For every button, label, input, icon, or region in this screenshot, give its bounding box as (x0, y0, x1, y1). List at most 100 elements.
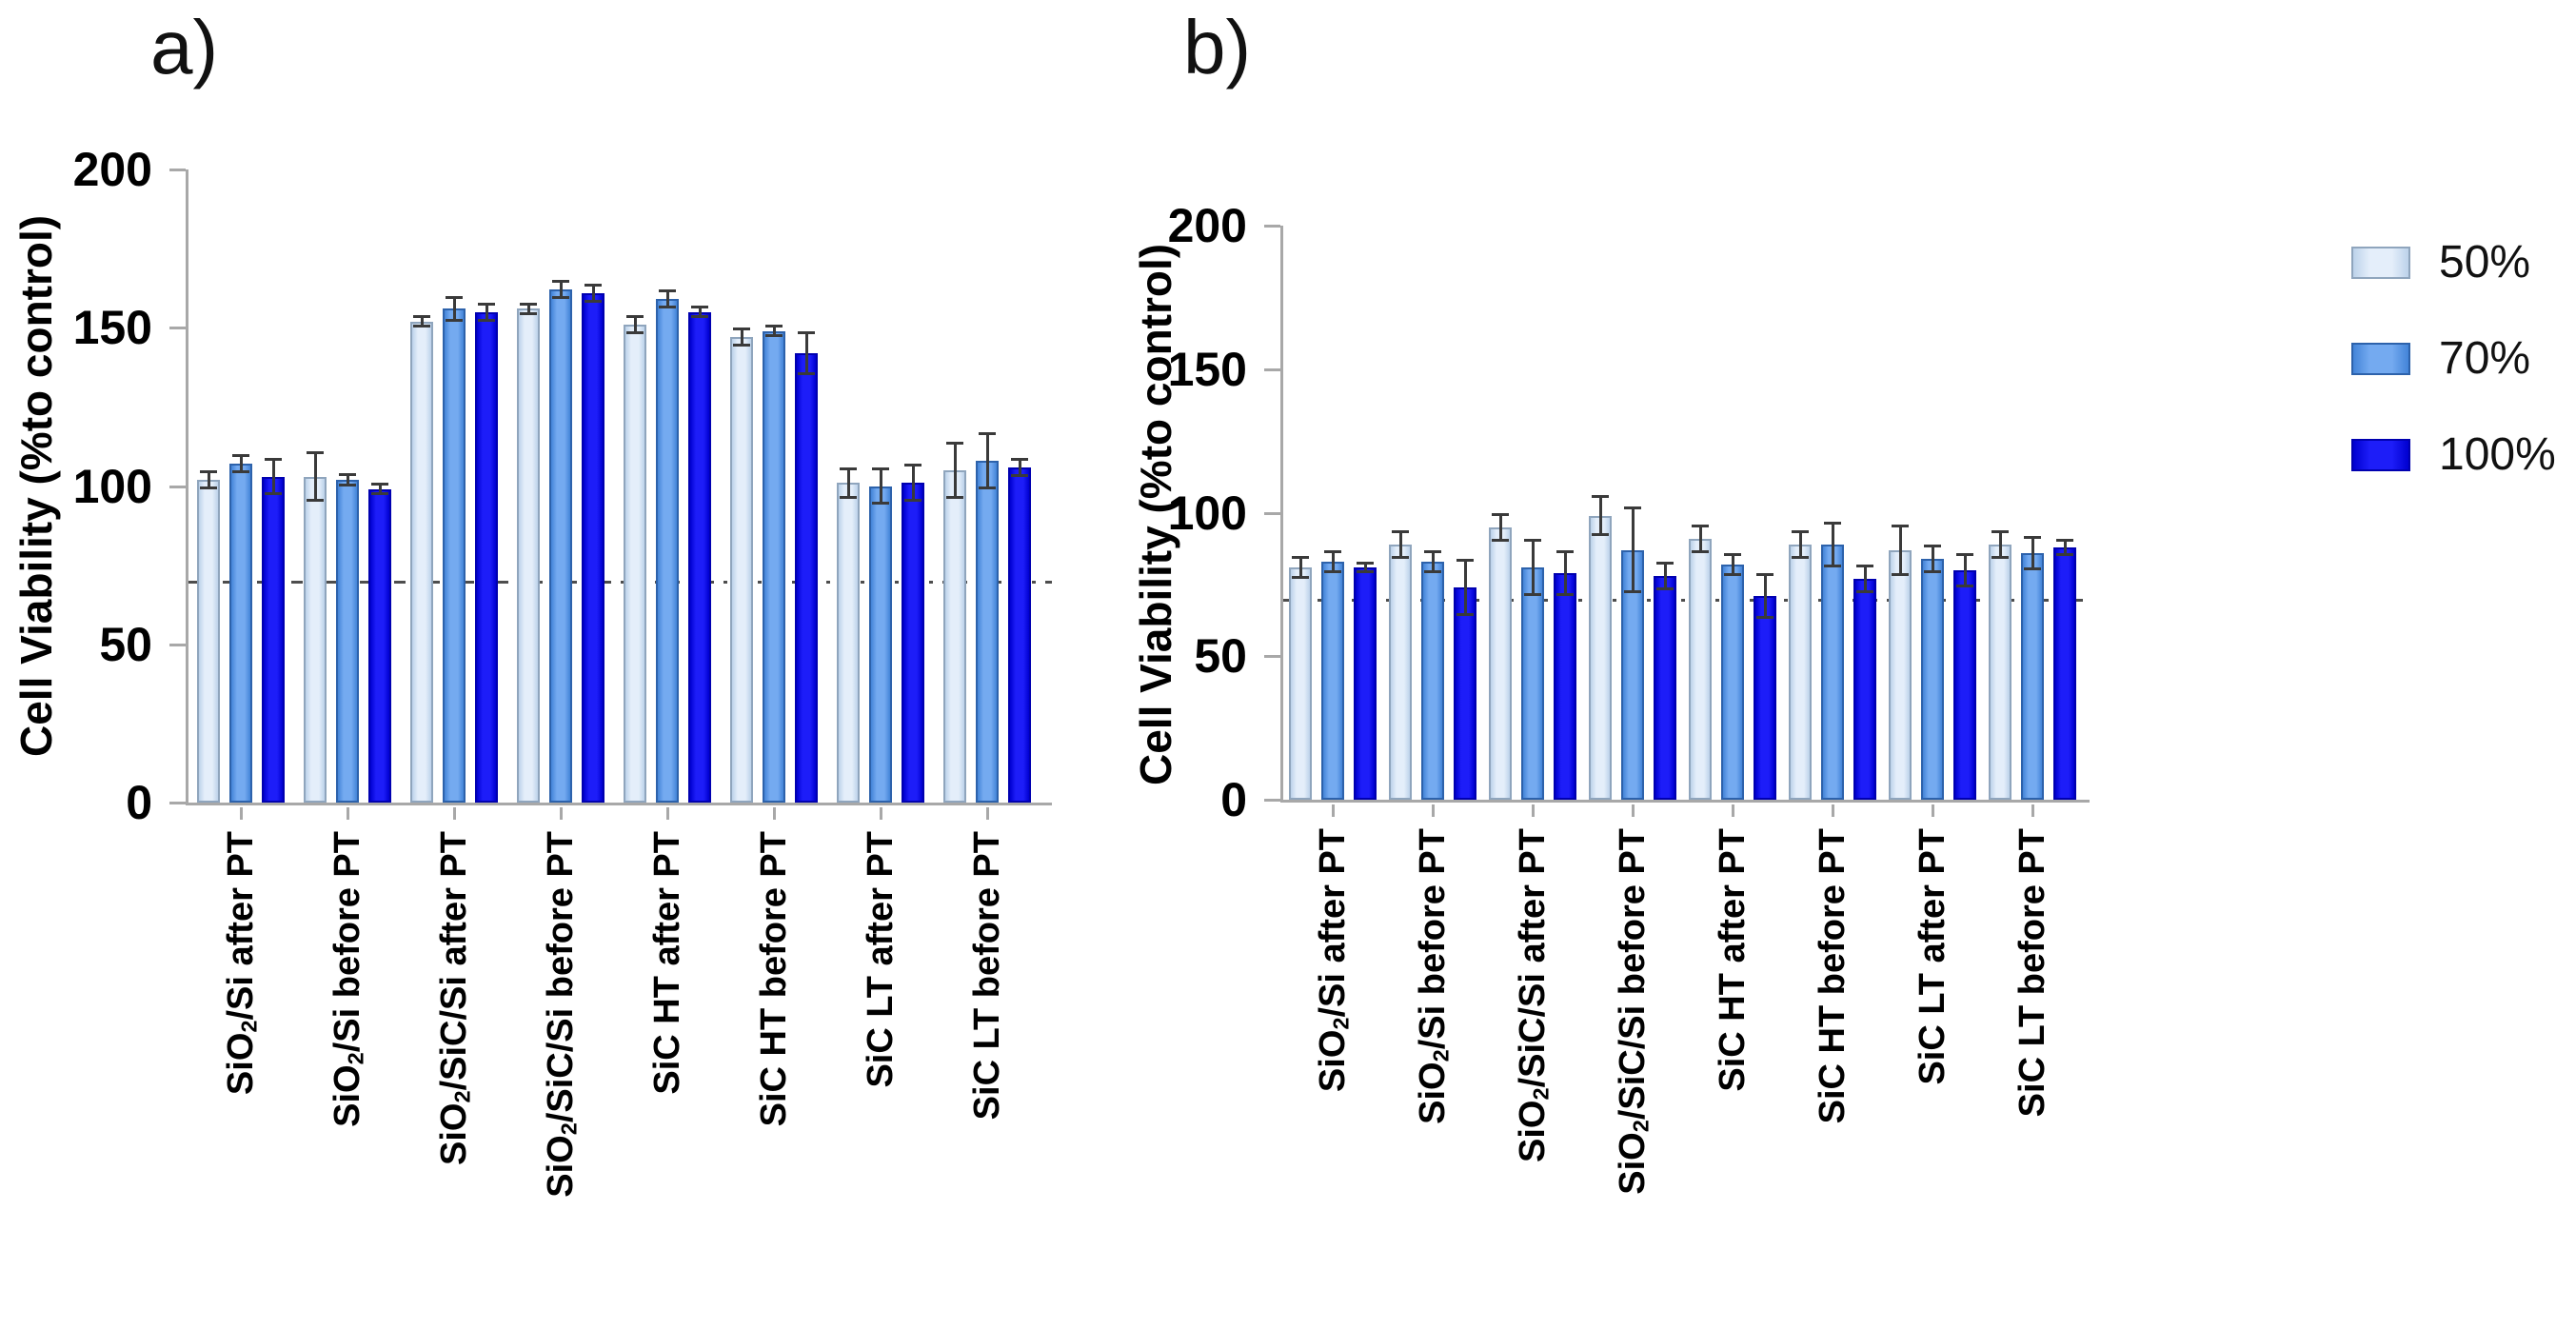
bar (1721, 564, 1744, 800)
x-category-label: SiO2/SiC/Si after PT (434, 831, 475, 1165)
error-bar-cap (552, 280, 569, 284)
y-tick-label: 150 (72, 301, 152, 355)
error-bar-line (1364, 561, 1367, 573)
error-bar-line (347, 473, 349, 486)
error-bar-line (1632, 506, 1635, 593)
x-tick (560, 807, 563, 820)
error-bar-cap (872, 502, 889, 506)
bar (229, 464, 252, 803)
y-tick-label: 150 (1167, 342, 1247, 396)
error-bar-cap (1524, 592, 1541, 596)
x-tick (986, 807, 989, 820)
x-category-label: SiO2/Si after PT (221, 831, 262, 1096)
x-category-label: SiO2/SiC/Si before PT (1613, 828, 1654, 1195)
bar (1989, 544, 2011, 800)
error-bar-line (1699, 524, 1702, 553)
error-bar-cap (265, 457, 282, 461)
y-tick (1264, 511, 1280, 515)
bar (549, 289, 572, 803)
bar (1754, 595, 1776, 800)
bar (1689, 538, 1712, 800)
bar (582, 292, 604, 803)
error-bar-cap (904, 464, 921, 467)
error-bar-cap (691, 305, 708, 308)
y-tick (1264, 799, 1280, 802)
error-bar-cap (478, 302, 495, 306)
error-bar-cap (2024, 535, 2041, 539)
legend-label: 70% (2439, 333, 2531, 384)
x-category-label: SiC LT after PT (1912, 828, 1952, 1085)
bar (902, 483, 924, 803)
bar (2021, 552, 2044, 800)
error-bar-line (240, 454, 243, 474)
legend-label: 50% (2439, 237, 2531, 288)
error-bar-cap (1924, 544, 1941, 547)
error-bar-line (1732, 552, 1734, 576)
y-tick (169, 327, 186, 330)
error-bar-line (1799, 529, 1802, 559)
bar (368, 488, 391, 803)
error-bar-cap (520, 302, 537, 306)
legend: 50% 70% 100% (2351, 236, 2556, 525)
error-bar-cap (1924, 569, 1941, 573)
error-bar-cap (1011, 473, 1028, 477)
error-bar-cap (872, 466, 889, 470)
error-bar-line (314, 450, 317, 503)
y-tick-label: 0 (126, 776, 152, 829)
legend-item: 70% (2351, 332, 2556, 385)
error-bar-cap (1492, 538, 1509, 542)
error-bar-cap (1956, 552, 1973, 556)
error-bar-cap (1524, 538, 1541, 542)
x-category-label: SiO2/SiC/Si before PT (541, 831, 582, 1198)
error-bar-cap (1824, 564, 1841, 567)
error-bar-line (453, 296, 456, 322)
x-category-label: SiC LT before PT (2012, 828, 2052, 1118)
bar (1389, 544, 1412, 800)
x-tick (1532, 804, 1535, 817)
bar (1953, 569, 1976, 800)
y-tick-label: 200 (1167, 199, 1247, 252)
y-tick (169, 169, 186, 171)
error-bar-cap (413, 314, 430, 318)
error-bar-line (208, 469, 210, 489)
y-tick (1264, 225, 1280, 228)
error-bar-line (666, 289, 669, 309)
error-bar-cap (946, 495, 963, 499)
legend-item: 100% (2351, 428, 2556, 481)
error-bar-cap (232, 470, 249, 474)
error-bar-line (1864, 564, 1867, 593)
error-bar-line (634, 314, 637, 334)
legend-swatch-50-icon (2351, 246, 2410, 279)
error-bar-cap (1692, 524, 1709, 527)
bar (410, 321, 433, 803)
error-bar-line (1932, 544, 1934, 573)
y-tick (169, 802, 186, 804)
x-tick (1732, 804, 1734, 817)
error-bar-cap (413, 325, 430, 328)
error-bar-line (1832, 521, 1834, 567)
x-category-label: SiC HT before PT (1813, 828, 1853, 1124)
x-tick (773, 807, 776, 820)
x-tick (666, 807, 669, 820)
error-bar-cap (1656, 561, 1674, 565)
bar (869, 486, 892, 803)
error-bar-cap (1592, 532, 1609, 536)
x-category-label: SiC LT after PT (861, 831, 901, 1088)
legend-item: 50% (2351, 236, 2556, 288)
error-bar-cap (1424, 569, 1441, 573)
error-bar-cap (1456, 613, 1474, 617)
error-bar-cap (200, 469, 217, 473)
x-category-label: SiC HT before PT (754, 831, 794, 1127)
error-bar-cap (659, 306, 676, 309)
error-bar-line (1964, 552, 1967, 587)
error-bar-cap (2056, 552, 2073, 556)
x-tick (240, 807, 243, 820)
x-tick (1332, 804, 1335, 817)
bar (1489, 526, 1512, 800)
error-bar-line (1464, 558, 1467, 617)
error-bar-cap (2024, 566, 2041, 570)
error-bar-cap (446, 318, 463, 322)
bar (1821, 544, 1844, 800)
bar (1654, 575, 1676, 800)
error-bar-cap (1624, 589, 1641, 593)
